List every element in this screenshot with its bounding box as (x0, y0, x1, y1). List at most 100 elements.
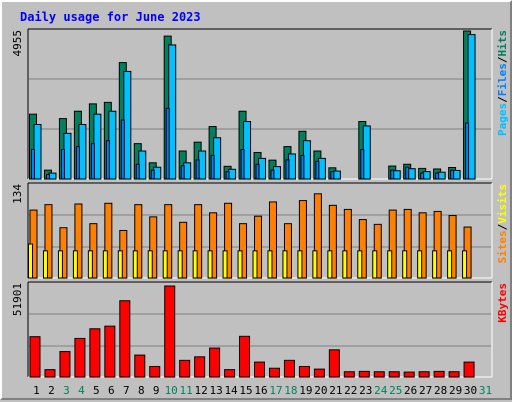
bar-kbytes-day-16 (254, 361, 266, 378)
bar-sites-day-1 (28, 243, 33, 279)
bar-files-day-1 (31, 149, 35, 180)
bar-visits-day-2 (44, 204, 53, 279)
bar-files-day-4 (75, 146, 80, 180)
bar-sites-day-9 (147, 250, 153, 279)
bar-kbytes-day-24 (373, 371, 385, 378)
legend-visits-sites-item-2: / (496, 223, 509, 230)
bar-files-day-3 (60, 149, 65, 180)
bar-kbytes-day-18 (283, 359, 295, 378)
x-tick-label-day-28: 28 (434, 384, 447, 397)
bar-sites-day-3 (57, 250, 63, 279)
x-tick-label-day-27: 27 (419, 384, 432, 397)
bar-pages-day-27 (422, 171, 431, 180)
x-tick-label-day-21: 21 (329, 384, 342, 397)
bar-pages-day-26 (407, 168, 416, 180)
bar-kbytes-day-6 (104, 325, 116, 378)
x-tick-label-day-17: 17 (269, 384, 282, 397)
x-tick-label-day-6: 6 (108, 384, 115, 397)
panel-kbytes-ymax-label: 51901 (11, 283, 24, 316)
bar-sites-day-2 (42, 250, 48, 279)
bar-visits-day-23 (358, 219, 367, 279)
bar-visits-day-29 (448, 215, 457, 279)
bar-sites-day-17 (267, 250, 273, 279)
x-tick-label-day-22: 22 (344, 384, 357, 397)
bar-kbytes-day-4 (74, 337, 86, 378)
legend-hits-files-pages-item-1: Pages (496, 103, 509, 136)
bar-visits-day-10 (164, 204, 173, 279)
bar-files-day-13 (210, 154, 215, 180)
bar-sites-day-11 (177, 250, 183, 279)
bar-files-day-14 (225, 171, 230, 180)
bar-kbytes-day-5 (89, 328, 101, 378)
bar-visits-day-21 (328, 204, 337, 279)
bar-files-day-28 (435, 172, 440, 180)
x-tick-label-day-16: 16 (254, 384, 267, 397)
bar-files-day-16 (255, 163, 260, 180)
bar-kbytes-day-13 (209, 347, 221, 378)
x-tick-label-day-1: 1 (33, 384, 40, 397)
bar-sites-day-28 (432, 250, 438, 279)
bar-kbytes-day-20 (313, 368, 325, 378)
bar-sites-day-27 (417, 250, 423, 279)
bar-files-day-19 (300, 154, 305, 180)
x-tick-label-day-7: 7 (123, 384, 130, 397)
x-tick-label-day-11: 11 (180, 384, 193, 397)
bar-files-day-11 (180, 165, 185, 180)
bar-kbytes-day-28 (433, 370, 445, 378)
bar-kbytes-day-10 (164, 285, 176, 378)
bar-sites-day-19 (297, 250, 303, 279)
bar-sites-day-7 (117, 250, 123, 279)
panel-visits-sites-legend: Sites/Visits (496, 184, 509, 264)
panel-kbytes-legend: KBytes (496, 283, 509, 323)
bar-files-day-8 (135, 163, 140, 180)
bar-files-day-9 (150, 169, 155, 180)
x-tick-label-day-29: 29 (449, 384, 462, 397)
bar-pages-day-2 (48, 172, 57, 180)
bar-kbytes-day-12 (194, 356, 206, 378)
bar-files-day-25 (390, 169, 395, 180)
bar-pages-day-23 (362, 125, 371, 180)
bar-sites-day-12 (192, 250, 198, 279)
panel-hits-files-pages-ymax-label: 4955 (11, 30, 24, 57)
bar-kbytes-day-11 (179, 359, 191, 378)
bar-sites-day-29 (447, 250, 453, 279)
bar-files-day-26 (405, 166, 410, 180)
bar-files-day-6 (105, 140, 110, 180)
bar-files-day-17 (270, 169, 275, 180)
bar-kbytes-day-14 (224, 369, 236, 378)
x-tick-label-day-18: 18 (284, 384, 297, 397)
bar-kbytes-day-29 (448, 371, 460, 378)
bar-kbytes-day-1 (29, 336, 41, 378)
bar-visits-day-8 (134, 204, 143, 279)
x-tick-label-day-26: 26 (404, 384, 417, 397)
x-tick-label-day-12: 12 (195, 384, 208, 397)
bar-kbytes-day-19 (298, 365, 310, 378)
bar-pages-day-1 (33, 123, 42, 180)
x-tick-label-day-20: 20 (314, 384, 327, 397)
bar-sites-day-20 (312, 250, 318, 279)
bar-kbytes-day-22 (343, 371, 355, 378)
bar-pages-day-11 (183, 162, 192, 180)
bar-kbytes-day-27 (418, 371, 430, 378)
bar-pages-day-12 (198, 150, 207, 180)
x-tick-label-day-4: 4 (78, 384, 85, 397)
bar-files-day-10 (165, 107, 170, 180)
bar-files-day-20 (315, 160, 320, 180)
bar-pages-day-17 (272, 166, 281, 180)
bar-pages-day-21 (332, 170, 341, 180)
legend-visits-sites-item-3: Visits (496, 184, 509, 224)
bar-sites-day-14 (222, 250, 228, 279)
panel-hits-files-pages-legend: Pages/Files/Hits (496, 30, 509, 136)
bar-sites-day-23 (357, 250, 363, 279)
bar-pages-day-4 (78, 123, 87, 180)
bar-kbytes-day-9 (149, 365, 161, 378)
bar-pages-day-3 (63, 132, 72, 180)
bar-visits-day-19 (298, 200, 307, 279)
bar-sites-day-10 (162, 250, 168, 279)
x-tick-label-day-25: 25 (389, 384, 402, 397)
bar-kbytes-day-21 (328, 349, 340, 378)
bar-pages-day-9 (153, 166, 162, 180)
bar-sites-day-18 (282, 250, 288, 279)
bar-sites-day-25 (387, 250, 393, 279)
